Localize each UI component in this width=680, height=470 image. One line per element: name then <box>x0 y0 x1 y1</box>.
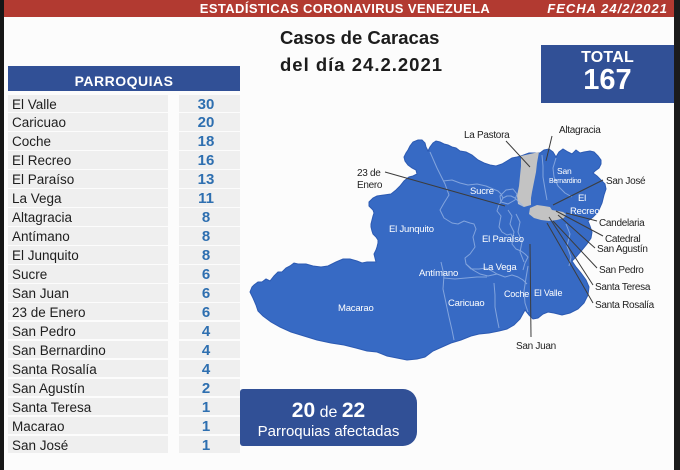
svg-text:Santa Teresa: Santa Teresa <box>595 282 651 293</box>
svg-text:San José: San José <box>606 176 646 187</box>
svg-text:Recreo: Recreo <box>570 206 599 217</box>
svg-text:San Pedro: San Pedro <box>599 265 644 276</box>
svg-text:Bernardino: Bernardino <box>549 178 582 185</box>
svg-text:Macarao: Macarao <box>338 303 374 314</box>
svg-text:La Pastora: La Pastora <box>464 130 510 141</box>
svg-text:Candelaria: Candelaria <box>599 218 645 229</box>
svg-text:Antímano: Antímano <box>419 268 458 279</box>
svg-text:Santa Rosalía: Santa Rosalía <box>595 300 655 311</box>
svg-text:Caricuao: Caricuao <box>448 298 484 309</box>
svg-text:Enero: Enero <box>357 180 383 191</box>
svg-text:San: San <box>557 166 572 176</box>
svg-text:Catedral: Catedral <box>605 234 640 245</box>
svg-text:El Paraíso: El Paraíso <box>482 234 524 245</box>
svg-text:El: El <box>578 193 586 204</box>
svg-text:Altagracia: Altagracia <box>559 125 601 136</box>
svg-text:La Vega: La Vega <box>483 262 517 273</box>
svg-text:San Juan: San Juan <box>516 341 556 352</box>
svg-text:23 de: 23 de <box>357 168 381 179</box>
svg-text:Sucre: Sucre <box>470 186 494 197</box>
svg-text:San Agustín: San Agustín <box>597 244 648 255</box>
svg-text:El Junquito: El Junquito <box>389 224 434 235</box>
svg-text:El Valle: El Valle <box>534 288 562 298</box>
svg-text:Coche: Coche <box>504 289 529 299</box>
